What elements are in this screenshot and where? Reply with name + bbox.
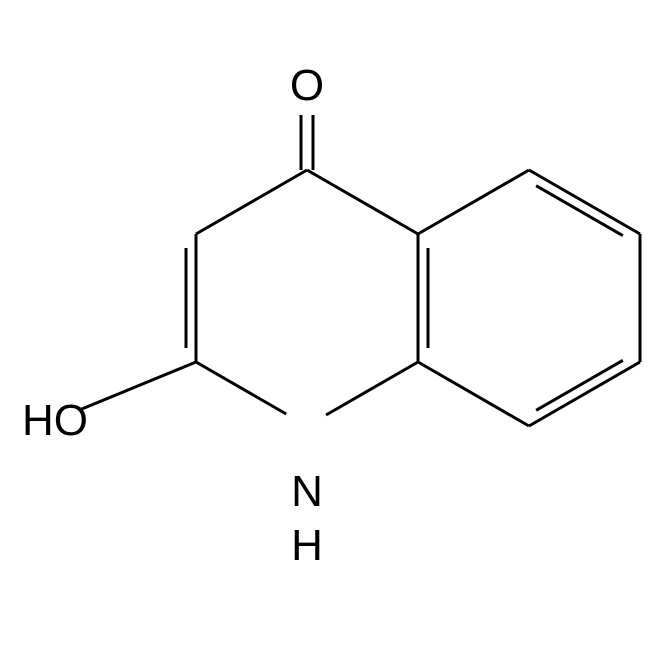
- atom-labels: O HO NH: [22, 61, 324, 570]
- atom-label-HO_left: HO: [22, 396, 88, 445]
- chemical-structure-diagram: O HO NH: [0, 0, 650, 650]
- atom-label-N: N: [291, 467, 323, 516]
- atom-label-H_below: H: [291, 521, 323, 570]
- bonds: [81, 115, 640, 426]
- atom-label-O_top: O: [290, 61, 324, 110]
